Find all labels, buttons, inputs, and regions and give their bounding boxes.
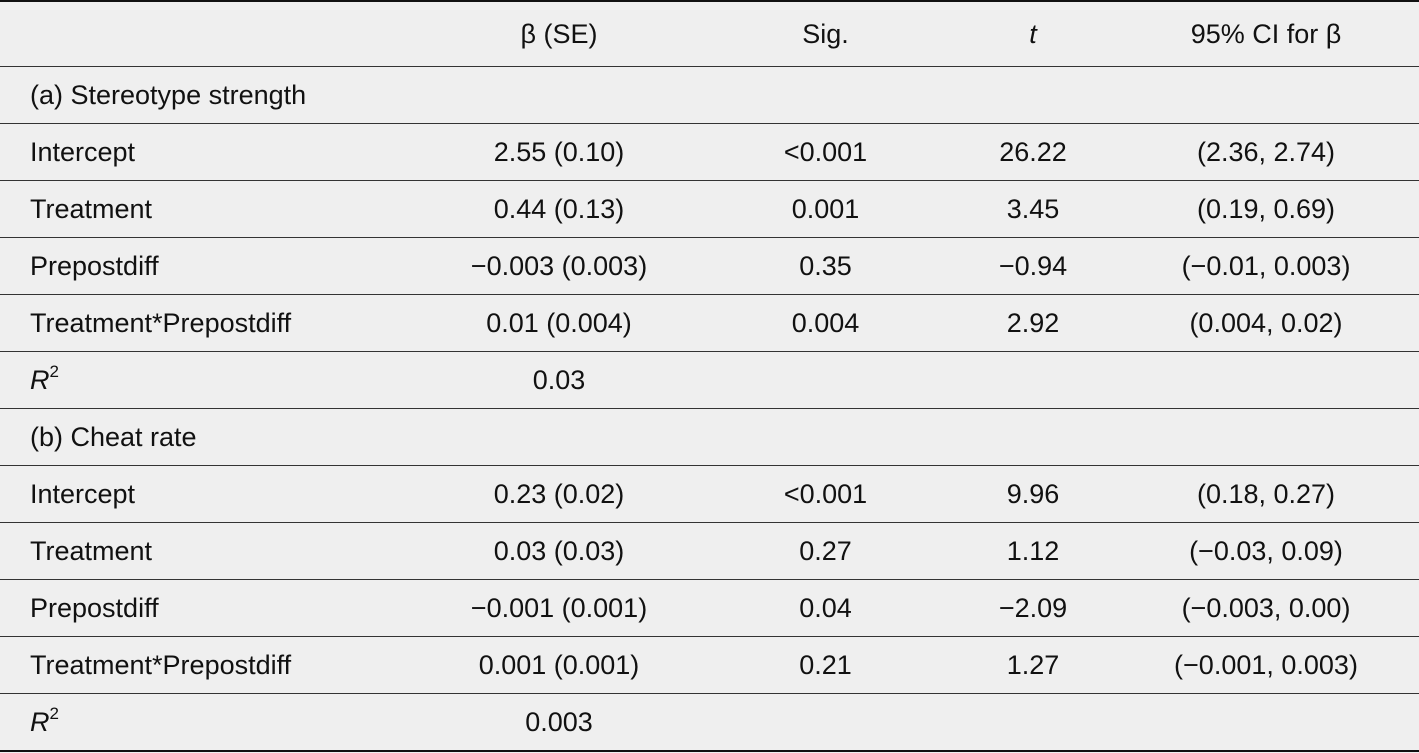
table-row: Prepostdiff −0.003 (0.003) 0.35 −0.94 (−…	[0, 237, 1419, 295]
cell-t: 1.27	[953, 636, 1113, 694]
empty-cell	[698, 351, 953, 409]
row-label: Prepostdiff	[0, 579, 420, 637]
header-beta-se: β (SE)	[420, 1, 698, 67]
cell-ci: (−0.003, 0.00)	[1113, 579, 1419, 637]
cell-t: 2.92	[953, 294, 1113, 352]
header-label-col	[0, 1, 420, 67]
header-t: t	[953, 1, 1113, 67]
row-label: Prepostdiff	[0, 237, 420, 295]
header-ci: 95% CI for β	[1113, 1, 1419, 67]
cell-t: 3.45	[953, 180, 1113, 238]
cell-t: 9.96	[953, 465, 1113, 523]
r-squared-exponent: 2	[49, 703, 59, 723]
empty-cell	[953, 351, 1113, 409]
r-squared-label: R2	[0, 693, 420, 752]
r-squared-label: R2	[0, 351, 420, 409]
cell-sig: 0.04	[698, 579, 953, 637]
cell-beta-se: 0.23 (0.02)	[420, 465, 698, 523]
section-title: (b) Cheat rate	[0, 408, 1419, 466]
cell-t: −0.94	[953, 237, 1113, 295]
table-row: Prepostdiff −0.001 (0.001) 0.04 −2.09 (−…	[0, 579, 1419, 637]
row-label: Intercept	[0, 465, 420, 523]
cell-sig: <0.001	[698, 123, 953, 181]
cell-sig: 0.004	[698, 294, 953, 352]
cell-ci: (2.36, 2.74)	[1113, 123, 1419, 181]
r-squared-exponent: 2	[49, 361, 59, 381]
row-label: Treatment	[0, 180, 420, 238]
cell-ci: (0.18, 0.27)	[1113, 465, 1419, 523]
cell-beta-se: 0.001 (0.001)	[420, 636, 698, 694]
r-squared-value: 0.003	[420, 693, 698, 752]
cell-beta-se: 0.03 (0.03)	[420, 522, 698, 580]
cell-t: 26.22	[953, 123, 1113, 181]
empty-cell	[698, 693, 953, 752]
cell-sig: 0.35	[698, 237, 953, 295]
row-label: Treatment	[0, 522, 420, 580]
cell-t: 1.12	[953, 522, 1113, 580]
r-squared-value: 0.03	[420, 351, 698, 409]
row-label: Treatment*Prepostdiff	[0, 636, 420, 694]
cell-ci: (−0.001, 0.003)	[1113, 636, 1419, 694]
header-sig: Sig.	[698, 1, 953, 67]
section-title: (a) Stereotype strength	[0, 66, 1419, 124]
section-row: (b) Cheat rate	[0, 408, 1419, 466]
header-row: β (SE) Sig. t 95% CI for β	[0, 1, 1419, 67]
row-label: Treatment*Prepostdiff	[0, 294, 420, 352]
table-row: Intercept 2.55 (0.10) <0.001 26.22 (2.36…	[0, 123, 1419, 181]
cell-sig: 0.27	[698, 522, 953, 580]
r-squared-row: R2 0.03	[0, 351, 1419, 409]
cell-beta-se: 2.55 (0.10)	[420, 123, 698, 181]
cell-sig: 0.001	[698, 180, 953, 238]
table-row: Treatment*Prepostdiff 0.001 (0.001) 0.21…	[0, 636, 1419, 694]
empty-cell	[953, 693, 1113, 752]
cell-sig: 0.21	[698, 636, 953, 694]
cell-beta-se: 0.01 (0.004)	[420, 294, 698, 352]
empty-cell	[1113, 693, 1419, 752]
cell-ci: (0.19, 0.69)	[1113, 180, 1419, 238]
section-row: (a) Stereotype strength	[0, 66, 1419, 124]
cell-t: −2.09	[953, 579, 1113, 637]
cell-beta-se: 0.44 (0.13)	[420, 180, 698, 238]
table-row: Treatment*Prepostdiff 0.01 (0.004) 0.004…	[0, 294, 1419, 352]
cell-ci: (−0.03, 0.09)	[1113, 522, 1419, 580]
cell-sig: <0.001	[698, 465, 953, 523]
r-label: R	[30, 364, 50, 395]
r-squared-row: R2 0.003	[0, 693, 1419, 752]
table-row: Intercept 0.23 (0.02) <0.001 9.96 (0.18,…	[0, 465, 1419, 523]
table-row: Treatment 0.44 (0.13) 0.001 3.45 (0.19, …	[0, 180, 1419, 238]
cell-beta-se: −0.001 (0.001)	[420, 579, 698, 637]
empty-cell	[1113, 351, 1419, 409]
cell-beta-se: −0.003 (0.003)	[420, 237, 698, 295]
cell-ci: (−0.01, 0.003)	[1113, 237, 1419, 295]
r-label: R	[30, 706, 50, 737]
row-label: Intercept	[0, 123, 420, 181]
table-row: Treatment 0.03 (0.03) 0.27 1.12 (−0.03, …	[0, 522, 1419, 580]
cell-ci: (0.004, 0.02)	[1113, 294, 1419, 352]
